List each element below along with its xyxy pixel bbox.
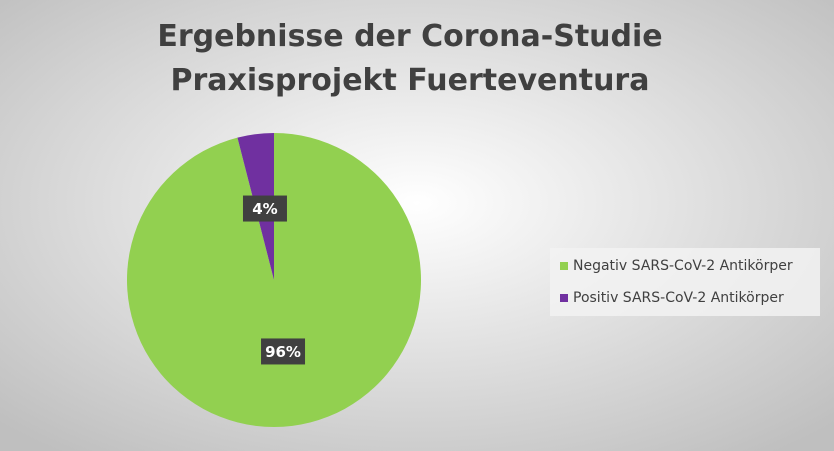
chart-title: Praxisprojekt Fuerteventura: [171, 63, 650, 98]
data-label: 96%: [265, 343, 301, 361]
legend-swatch: [560, 294, 568, 302]
data-label-box: [242, 195, 287, 222]
pie-slice: [126, 133, 421, 427]
legend-label: Positiv SARS-CoV-2 Antikörper: [573, 290, 784, 306]
legend-label: Negativ SARS-CoV-2 Antikörper: [573, 258, 793, 274]
data-label-box: [261, 338, 306, 365]
legend: [550, 248, 820, 316]
data-label: 4%: [252, 200, 277, 218]
chart-title: Ergebnisse der Corona-Studie: [157, 19, 662, 54]
legend-swatch: [560, 262, 568, 270]
